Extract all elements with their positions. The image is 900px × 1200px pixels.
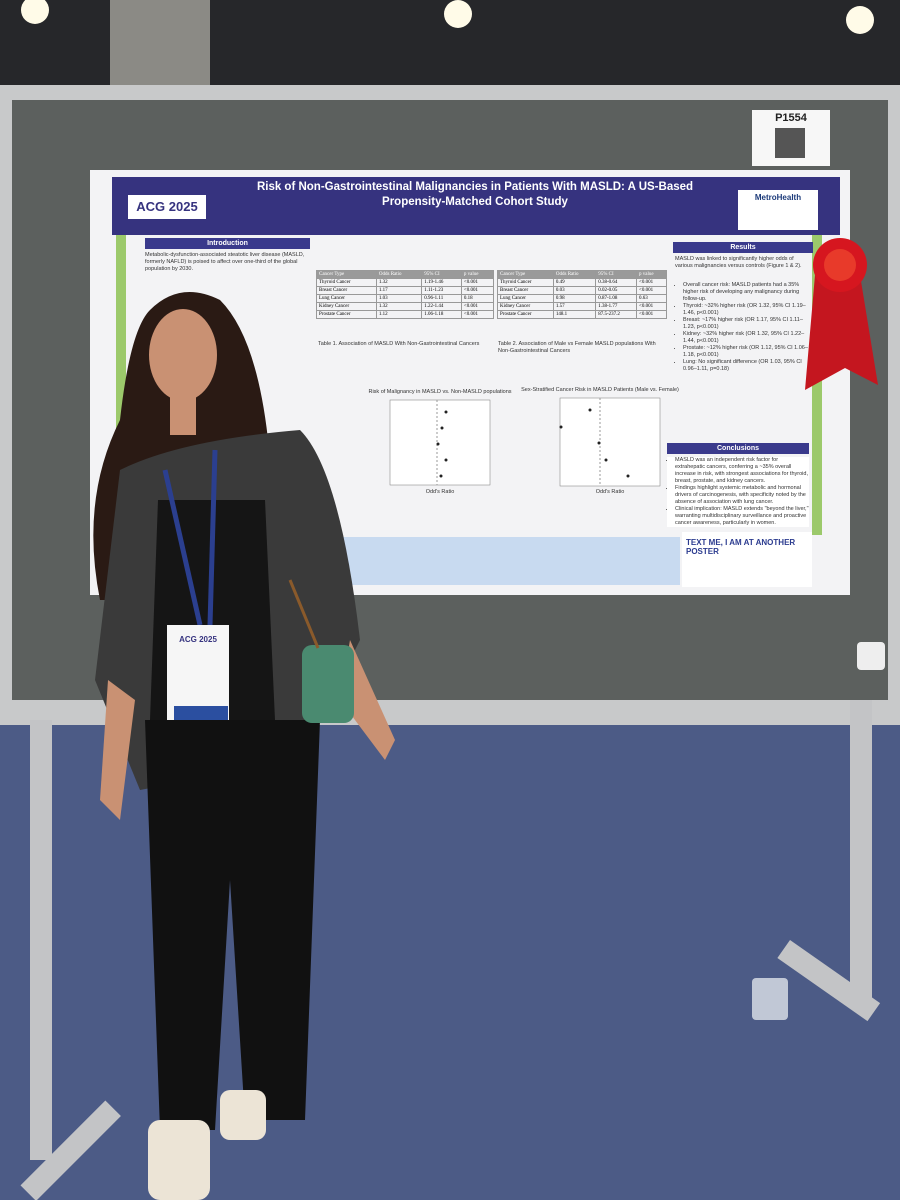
shoe [220,1090,266,1140]
poster-logo: ACG 2025 [128,195,206,219]
forest-plot [559,397,661,487]
table: Cancer Type Odds Ratio 95% CI p value Thyroi… [316,270,495,319]
stand-leg [850,700,872,1000]
results-list: Overall cancer risk: MASLD patients had … [675,282,811,373]
pillar [110,0,210,90]
badge [167,625,229,720]
qr-code [775,128,805,158]
data-table: Cancer Type Odds Ratio 95% CI p value Thyroi… [316,270,495,319]
list-item: MASLD was an independent risk factor for… [675,457,809,485]
text-me-card: TEXT ME, I AM AT ANOTHER POSTER [682,532,812,587]
ribbon [805,238,878,390]
table: Cancer Type Odds Ratio 95% CI p value Thyroi… [497,270,667,319]
board-number: P1554 [775,112,807,124]
axis-label: Odd's Ratio [425,489,455,495]
figure-title: Risk of Malignancy in MASLD vs. Non-MASL… [368,389,512,395]
list-item: Clinical implication: MASLD extends "bey… [675,506,809,527]
table-cell: <0.001 [636,310,667,319]
badge-strip [174,706,228,720]
cup [752,978,788,1020]
lanyard [207,449,218,626]
trousers [145,720,320,1130]
table-cell: <0.001 [460,310,495,319]
conclusions-list: MASLD was an independent risk factor for… [667,457,809,527]
section-text: Metabolic-dysfunction-associated steatot… [145,252,305,272]
shoe [148,1120,210,1200]
table-caption: Table 1. Association of MASLD With Non-G… [318,341,480,347]
figure-title: Sex-Stratified Cancer Risk in MASLD Pati… [521,387,679,393]
list-item: Thyroid: ~32% higher risk (OR 1.32, 95% … [683,303,811,317]
poster-footer [340,537,680,585]
axis-label: Odd's Ratio [595,489,625,495]
table-row: Lung Cancer 0.98 0.87-1.08 0.63 [497,294,667,303]
table-caption: Table 2. Association of Male vs Female M… [498,341,656,354]
light [21,0,49,24]
list-item: Lung: No significant difference (OR 1.03… [683,359,811,373]
badge-logo: ACG 2025 [179,635,217,644]
list-item: Findings highlight systemic metabolic an… [675,485,809,506]
stand-leg [30,720,52,1160]
list-item: Kidney: ~32% higher risk (OR 1.32, 95% C… [683,331,811,345]
lanyard [162,469,203,626]
poster-header [112,177,840,235]
hand [100,680,135,820]
forest-plot [389,399,491,486]
poster-accent [116,235,126,535]
face [149,309,217,401]
list-item: Prostate: ~12% higher risk (OR 1.12, 95%… [683,345,811,359]
table-row: Lung Cancer 1.03 0.96-1.11 0.18 [316,294,495,303]
list-item: Breast: ~17% higher risk (OR 1.17, 95% C… [683,317,811,331]
table-row: Prostate Cancer 1.12 1.06-1.18 <0.001 [316,310,495,319]
section-text: MASLD was linked to significantly higher… [675,256,802,269]
bag-strap [288,579,320,649]
poster-title: Risk of Non-Gastrointestinal Malignancie… [256,181,694,208]
table-cell: 1.12 [375,310,423,319]
stand-foot [20,1100,121,1200]
section-heading: Results [673,242,813,253]
section-heading: Introduction [145,238,310,249]
table-cell: 148.1 [552,310,597,319]
light [846,6,874,34]
list-item: Overall cancer risk: MASLD patients had … [683,282,811,303]
cup [857,642,885,670]
section-heading: Conclusions [667,443,809,454]
institution-logo: MetroHealth [738,190,818,230]
table-row: Prostate Cancer 148.1 87.5-237.2 <0.001 [497,310,667,319]
light [444,0,472,28]
data-table: Cancer Type Odds Ratio 95% CI p value Thyroi… [497,270,667,319]
neck [170,395,196,435]
bag [302,645,354,723]
stand-foot [777,940,881,1022]
poster-accent [812,235,822,535]
